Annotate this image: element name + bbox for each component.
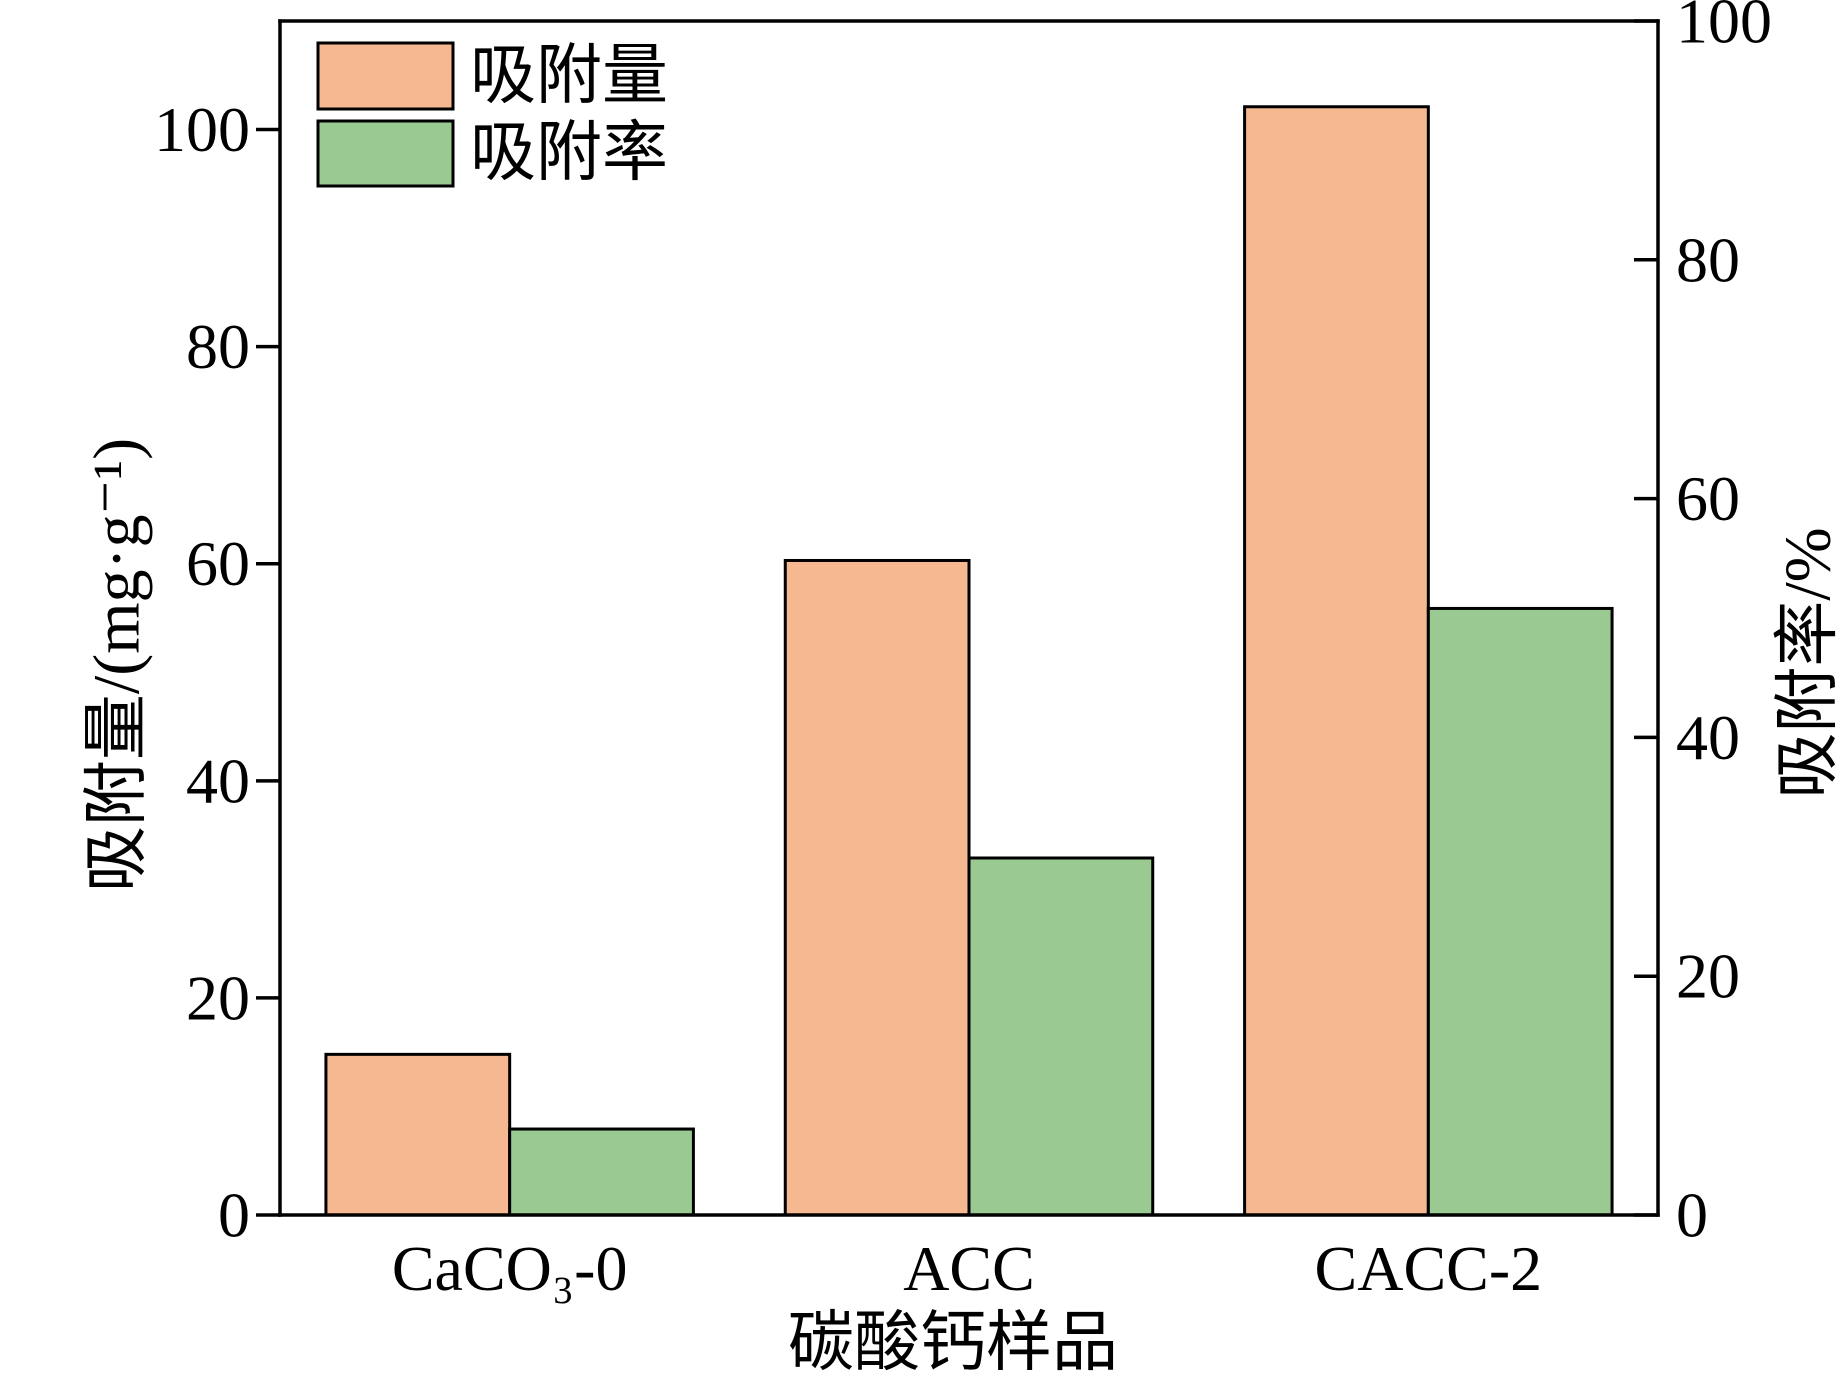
legend: 吸附量 吸附率: [316, 40, 668, 190]
bar-acc-adsorption-amount: [783, 558, 971, 1217]
right-y-axis-title: 吸附率/%: [1772, 527, 1844, 798]
right-y-tick-label-80: 80: [1676, 224, 1740, 295]
x-tick-label-acc: ACC: [903, 1233, 1035, 1304]
bar-acc-adsorption-rate: [967, 856, 1155, 1217]
x-axis-title: 碳酸钙样品: [788, 1307, 1118, 1380]
legend-label-adsorption-rate: 吸附率: [470, 117, 668, 190]
right-y-axis-ticks: 0 20 40 60 80 100: [1634, 0, 1772, 1251]
left-y-axis-title: 吸附量/(mg·g⁻¹): [81, 438, 154, 892]
left-y-tick-label-80: 80: [186, 311, 250, 382]
left-y-tick-label-20: 20: [186, 962, 250, 1033]
left-y-tick-label-100: 100: [154, 94, 250, 165]
bars-group: [324, 105, 1614, 1217]
right-y-tick-label-0: 0: [1676, 1180, 1708, 1251]
bar-caco3-0-adsorption-amount: [324, 1052, 512, 1217]
right-y-tick-label-20: 20: [1676, 941, 1740, 1012]
left-y-tick-label-60: 60: [186, 528, 250, 599]
bar-caco3-0-adsorption-rate: [508, 1127, 695, 1217]
x-tick-label-caco3-0: CaCO₃-0: [392, 1233, 628, 1304]
left-y-tick-label-0: 0: [218, 1180, 250, 1251]
x-axis-category-labels: CaCO₃-0 ACC CACC-2: [392, 1233, 1542, 1304]
axes-frame: [278, 19, 1660, 1217]
legend-swatch-adsorption-rate: [316, 119, 455, 188]
x-tick-label-cacc-2: CACC-2: [1315, 1233, 1543, 1304]
right-y-tick-label-60: 60: [1676, 463, 1740, 534]
bar-cacc-2-adsorption-amount: [1243, 105, 1430, 1217]
bar-cacc-2-adsorption-rate: [1426, 606, 1614, 1217]
left-y-axis-ticks: 0 20 40 60 80 100: [154, 94, 280, 1251]
left-y-tick-label-40: 40: [186, 745, 250, 816]
right-y-tick-label-40: 40: [1676, 702, 1740, 773]
legend-label-adsorption-amount: 吸附量: [470, 40, 668, 113]
legend-swatch-adsorption-amount: [316, 41, 455, 111]
right-y-tick-label-100: 100: [1676, 0, 1772, 57]
